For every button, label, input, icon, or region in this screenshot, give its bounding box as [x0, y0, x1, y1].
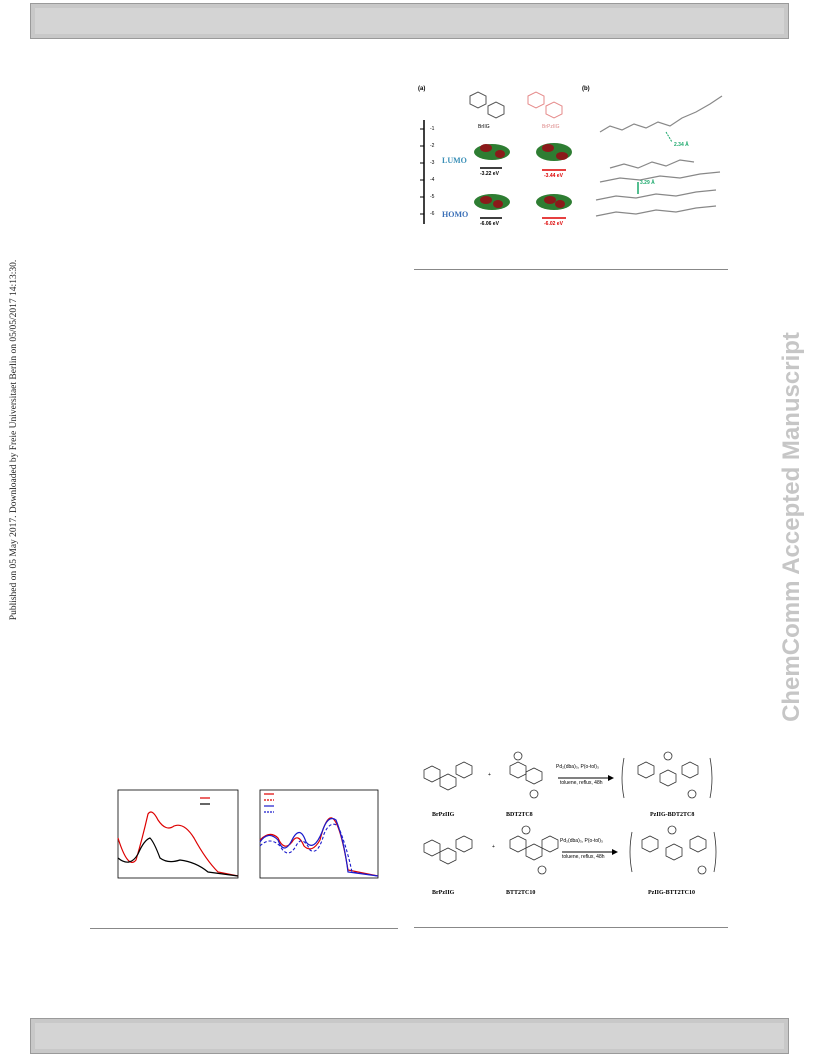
axis-tick: -4 — [430, 177, 435, 183]
figure-divider — [414, 269, 728, 270]
lumo-right-energy: -3.44 eV — [544, 173, 563, 179]
axis-tick: -5 — [430, 194, 435, 200]
homo-left-energy: -6.06 eV — [480, 221, 499, 227]
watermark-text: ChemComm Accepted Manuscript — [778, 332, 805, 722]
lumo-left-energy: -3.22 eV — [480, 171, 499, 177]
mol-right-label: BrPzIIG — [542, 124, 560, 130]
mol-left-label: BrIIG — [478, 124, 490, 130]
panel-a-label: (a) — [418, 86, 426, 92]
synthesis-scheme: + + Pd₂(dba)₃, P(o-tol)₃ toluene, reflux… — [410, 748, 730, 900]
row1-product-label: PzIIG-BDT2TC8 — [650, 812, 695, 818]
axis-tick: -6 — [430, 211, 435, 217]
row2-monomer1-label: BrPzIIG — [432, 890, 455, 896]
row1-monomer1-label: BrPzIIG — [432, 812, 455, 818]
orbital-figure: (a) (b) BrIIG BrPzIIG -1 -2 -3 -4 -5 -6 … — [410, 82, 730, 242]
plus-sign: + — [492, 844, 495, 850]
right-column-divider — [414, 927, 728, 928]
axis-tick: -3 — [430, 160, 435, 166]
orbital-figure-graphics — [420, 91, 723, 224]
distance-2: 3.29 Å — [640, 180, 655, 186]
left-column-divider — [90, 928, 398, 929]
lumo-label: LUMO — [442, 156, 467, 165]
row2-monomer2-label: BTT2TC10 — [506, 890, 536, 896]
row2-product-label: PzIIG-BTT2TC10 — [648, 890, 696, 896]
row1-condition-2: toluene, reflux, 48h — [560, 780, 603, 786]
header-bar — [30, 3, 789, 39]
row2-condition-2: toluene, reflux, 48h — [562, 854, 605, 860]
panel-b-label: (b) — [582, 86, 590, 92]
scheme-graphics — [423, 751, 717, 875]
homo-right-energy: -6.02 eV — [544, 221, 563, 227]
footer-bar — [30, 1018, 789, 1054]
plus-sign: + — [488, 772, 491, 778]
publication-note: Published on 05 May 2017. Downloaded by … — [0, 0, 20, 1056]
publication-note-text: Published on 05 May 2017. Downloaded by … — [9, 259, 19, 621]
row1-condition-1: Pd₂(dba)₃, P(o-tol)₃ — [556, 764, 599, 770]
axis-tick: -2 — [430, 143, 435, 149]
absorption-figure — [108, 780, 388, 890]
row2-condition-1: Pd₂(dba)₃, P(o-tol)₃ — [560, 838, 603, 844]
distance-1: 2.34 Å — [674, 142, 689, 148]
axis-tick: -1 — [430, 126, 435, 132]
watermark: ChemComm Accepted Manuscript — [778, 0, 816, 1056]
homo-label: HOMO — [442, 210, 469, 219]
absorption-graphics — [117, 789, 379, 879]
row1-monomer2-label: BDT2TC8 — [506, 812, 533, 818]
